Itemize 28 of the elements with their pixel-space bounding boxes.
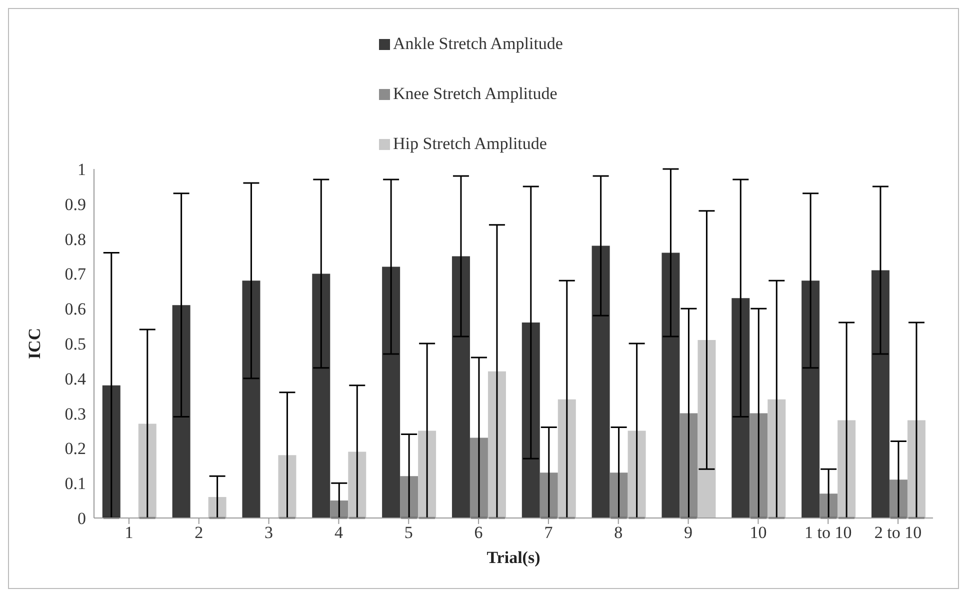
y-tick-label: 0.3 (64, 404, 86, 424)
y-tick-label: 0.8 (64, 230, 86, 249)
x-axis-title: Trial(s) (486, 548, 540, 567)
x-tick-label: 1 to 10 (804, 523, 852, 542)
y-tick-label: 1 (78, 160, 86, 180)
x-tick-label: 2 to 10 (874, 523, 922, 542)
y-axis-title: ICC (25, 328, 44, 360)
y-tick-label: 0.4 (64, 369, 86, 388)
x-tick-label: 1 (124, 523, 134, 542)
x-tick-label: 5 (404, 523, 413, 542)
legend-label: Ankle Stretch Amplitude (393, 34, 563, 54)
x-tick-label: 2 (194, 523, 204, 542)
x-tick-label: 9 (684, 523, 693, 542)
x-tick-label: 4 (334, 523, 344, 542)
legend-label: Hip Stretch Amplitude (393, 134, 547, 154)
y-tick-label: 0.2 (64, 439, 86, 458)
x-tick-label: 10 (750, 523, 767, 542)
y-tick-label: 0.9 (64, 194, 86, 214)
x-tick-label: 6 (474, 523, 483, 542)
x-tick-label: 7 (544, 523, 554, 542)
y-tick-label: 0.5 (64, 334, 86, 354)
x-tick-label: 8 (614, 523, 623, 542)
x-tick-label: 3 (264, 523, 274, 542)
y-tick-label: 0.7 (64, 264, 86, 284)
y-tick-label: 0.1 (64, 474, 86, 494)
y-tick-label: 0.6 (64, 300, 86, 319)
y-tick-label: 0 (78, 509, 86, 528)
legend-label: Knee Stretch Amplitude (393, 84, 558, 104)
